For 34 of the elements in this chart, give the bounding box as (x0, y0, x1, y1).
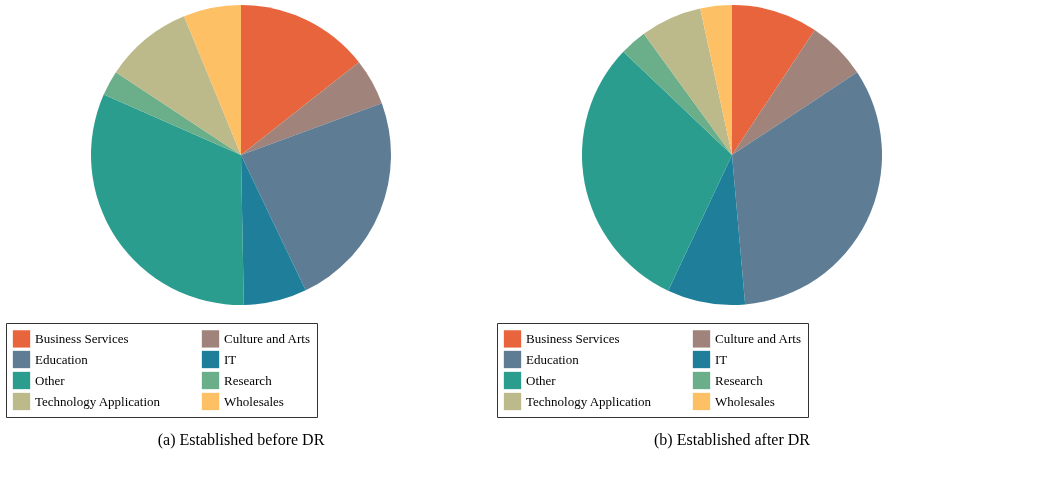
legend-label: Technology Application (526, 393, 652, 409)
pie-slice (668, 155, 746, 305)
legend-label: IT (715, 351, 728, 367)
pie-slice (582, 51, 732, 291)
text: (a) Established before DR (157, 430, 325, 449)
pie-slice (241, 155, 306, 305)
pie-slice (241, 5, 359, 155)
pie-slice (103, 72, 241, 155)
pie-slice (700, 5, 732, 155)
legend-label: Wholesales (715, 393, 775, 409)
legend-label: Culture and Arts (224, 330, 310, 346)
legend-label: Other (35, 372, 66, 388)
legend-label: Wholesales (224, 393, 284, 409)
legend-label: Research (224, 372, 273, 388)
legend-label: Education (526, 351, 580, 367)
legend-label: Education (35, 351, 89, 367)
pie-slice (623, 33, 732, 155)
legend-label: IT (224, 351, 237, 367)
legend-label: Technology Application (35, 393, 161, 409)
pie-slice (184, 5, 241, 155)
pie-slice (732, 29, 858, 155)
pie-slice (732, 72, 882, 305)
pie-slice (241, 62, 382, 155)
legend-label: Business Services (526, 330, 620, 346)
pie-slice (115, 16, 241, 155)
legend-label: Research (715, 372, 764, 388)
legend-label: Culture and Arts (715, 330, 801, 346)
pie-slice (732, 5, 815, 155)
pie-slice (643, 8, 732, 155)
pie-slice (91, 94, 244, 305)
pie-slice (241, 103, 391, 291)
legend-label: Business Services (35, 330, 129, 346)
text: (b) Established after DR (654, 430, 811, 449)
legend-label: Other (526, 372, 557, 388)
